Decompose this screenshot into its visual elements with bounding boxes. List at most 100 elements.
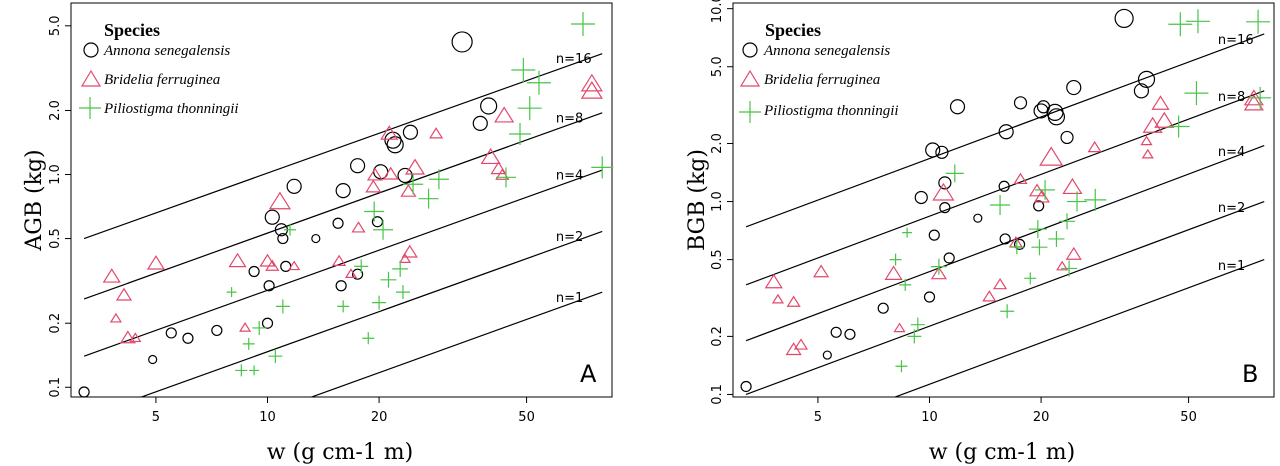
reference-line-n8 — [83, 112, 603, 300]
y-tick-label: 0.5 — [710, 249, 725, 270]
point-circle — [925, 142, 941, 158]
point-circle — [877, 302, 889, 314]
point-triangle — [930, 266, 947, 280]
reference-line-label: n=4 — [556, 169, 583, 184]
point-triangle — [380, 125, 399, 140]
point-triangle — [884, 265, 903, 280]
legend-item-bridelia: Bridelia ferruginea — [104, 72, 220, 88]
point-triangle — [265, 259, 280, 271]
point-circle — [1033, 200, 1045, 212]
point-triangle — [102, 268, 121, 283]
point-plus — [496, 167, 517, 188]
y-tick-label: 10.0 — [710, 0, 725, 23]
point-triangle — [495, 168, 510, 180]
point-circle — [335, 183, 351, 199]
point-triangle — [365, 179, 382, 193]
point-circle — [973, 213, 983, 223]
y-tick-label: 1.0 — [710, 191, 725, 212]
point-plus — [526, 70, 551, 95]
point-circle — [822, 350, 832, 360]
panel-a: n=16n=8n=4n=2n=1 5 10 20 500.10.20.51.02.05… — [22, 2, 614, 465]
point-circle — [182, 332, 194, 344]
reference-lines-a: n=16 n=8 n=4 n=2 n=1 — [83, 52, 603, 397]
point-plus — [235, 364, 248, 377]
point-circle — [264, 209, 280, 225]
point-plus — [354, 259, 369, 274]
reference-line-label: n=8 — [1218, 90, 1245, 105]
point-triangle — [1243, 94, 1264, 111]
point-plus — [372, 295, 387, 310]
point-circle — [1066, 79, 1082, 96]
x-axis-label-text: w (g cm-1 m) — [267, 440, 414, 465]
point-plus — [1246, 9, 1271, 34]
reference-line-n16 — [745, 33, 1265, 228]
point-plus — [930, 258, 947, 275]
y-axis-label-b: BGB (kg) — [685, 149, 710, 251]
reference-lines-b: n=16 n=8 n=4 n=2 n=1 — [745, 33, 1265, 397]
point-plus — [899, 278, 912, 291]
point-circle — [998, 124, 1014, 140]
point-circle — [1013, 96, 1028, 110]
legend-circle-marker — [742, 42, 758, 58]
legend-item-annona: Annona senegalensis — [103, 43, 230, 59]
point-triangle — [429, 127, 444, 139]
point-circle — [332, 217, 344, 229]
point-triangle — [109, 312, 123, 323]
reference-line-label: n=16 — [556, 52, 592, 67]
point-plus — [1061, 260, 1078, 277]
point-plus — [517, 96, 542, 121]
reference-line-n16 — [83, 53, 603, 240]
point-circle — [472, 115, 488, 131]
point-triangle — [259, 253, 276, 267]
plot-frame-a — [70, 2, 613, 398]
point-circle — [928, 229, 940, 241]
point-triangle — [1056, 260, 1069, 271]
point-circle — [211, 324, 223, 337]
legend-plus-marker — [739, 101, 761, 123]
point-triangle — [893, 322, 906, 333]
point-triangle — [1065, 246, 1082, 260]
reference-line-n1 — [893, 259, 1265, 397]
point-plus — [1184, 81, 1209, 106]
point-circle — [830, 326, 842, 338]
point-circle — [148, 354, 158, 365]
point-plus — [1067, 191, 1088, 212]
point-plus — [226, 287, 237, 298]
point-plus — [1059, 213, 1076, 230]
point-circle — [1133, 83, 1150, 99]
point-triangle — [366, 167, 384, 181]
legend-title: Species — [104, 20, 160, 40]
point-plus — [1031, 239, 1048, 256]
plot-frame-b — [732, 2, 1275, 398]
y-tick-label: 2.0 — [710, 133, 725, 154]
x-tick-label: 50 — [1180, 410, 1197, 425]
point-circle — [923, 291, 936, 303]
point-circle — [261, 317, 274, 329]
point-circle — [943, 252, 955, 264]
point-plus — [364, 201, 385, 222]
point-circle — [935, 145, 949, 159]
reference-line-label: n=16 — [1218, 33, 1254, 48]
point-plus — [1185, 9, 1210, 34]
point-circle — [740, 380, 752, 393]
point-triangle — [344, 268, 358, 278]
point-triangle — [239, 322, 252, 332]
legend-item-piliostigma: Piliostigma thonningii — [103, 101, 239, 117]
y-tick-label: 5.0 — [710, 56, 725, 77]
axes-b: 5 10 20 50 0.1 0.2 0.5 1.0 2.0 5.0 10.0 — [710, 0, 1197, 425]
point-plus — [1249, 86, 1272, 109]
reference-line-label: n=1 — [1218, 259, 1245, 274]
point-triangle — [771, 293, 785, 304]
point-triangle — [813, 264, 830, 278]
point-plus — [249, 365, 260, 376]
point-triangle — [793, 338, 809, 350]
y-tick-label: 1.0 — [48, 164, 63, 185]
point-plus — [1028, 220, 1047, 239]
y-tick-label: 0.2 — [48, 313, 63, 334]
point-circle — [1114, 8, 1134, 29]
point-triangle — [119, 330, 136, 344]
point-plus — [1035, 179, 1056, 200]
point-plus — [945, 164, 964, 183]
point-circle — [451, 31, 473, 53]
point-circle — [263, 280, 275, 292]
